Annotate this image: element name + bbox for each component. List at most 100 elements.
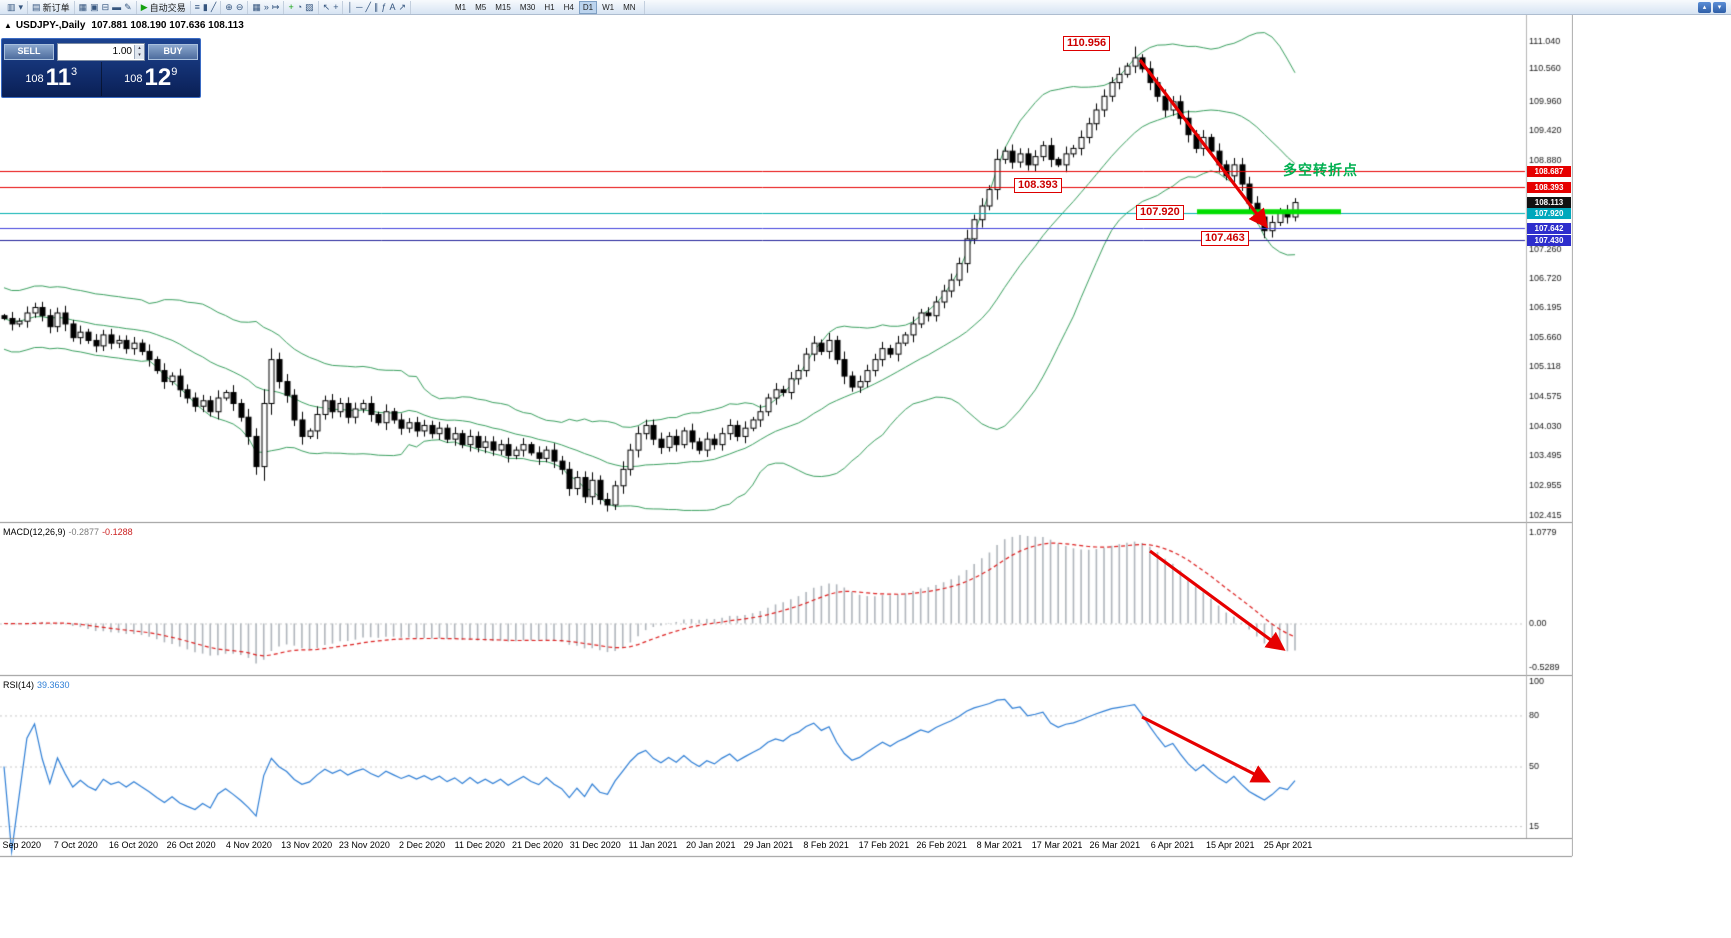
- vertical-line-icon[interactable]: │: [347, 1, 353, 13]
- templates-icon: ▨: [305, 2, 314, 12]
- candlestick-chart-icon[interactable]: ▮: [203, 1, 208, 13]
- crosshair-icon: +: [333, 2, 339, 12]
- cursor-icon[interactable]: ↖: [323, 1, 331, 13]
- sell-price-main: 11: [45, 64, 72, 91]
- timeframe-MN[interactable]: MN: [623, 2, 636, 12]
- price-callout-107.463[interactable]: 107.463: [1201, 231, 1249, 246]
- timeframe-M15[interactable]: M15: [495, 2, 511, 12]
- timeframe-M30[interactable]: M30: [519, 2, 536, 12]
- price-tag-107.920: 107.920: [1527, 207, 1571, 219]
- buy-price[interactable]: 108 12 9: [100, 62, 201, 96]
- timeframe-H4[interactable]: H4: [563, 2, 574, 12]
- buy-price-prefix: 108: [124, 73, 143, 85]
- chart-title: ▲ USDJPY-,Daily 107.881 108.190 107.636 10…: [4, 20, 244, 31]
- price-callout-110.956[interactable]: 110.956: [1063, 36, 1111, 51]
- buy-button[interactable]: BUY: [148, 43, 198, 60]
- timeframe-M1[interactable]: M1: [455, 2, 467, 12]
- terminal-icon[interactable]: ▬: [112, 1, 121, 13]
- templates-icon[interactable]: ▨: [305, 1, 314, 13]
- chart-profiles-icon: ▾: [18, 2, 24, 12]
- toolbar-overflow-down-icon[interactable]: ▾: [1713, 1, 1726, 13]
- fibonacci-icon: ƒ: [381, 2, 387, 12]
- volume-input[interactable]: 1.00 ▴ ▾: [57, 42, 145, 61]
- horizontal-line-icon[interactable]: ─: [356, 1, 362, 13]
- macd-value-signal: -0.1288: [102, 527, 133, 537]
- text-tool-icon[interactable]: A: [389, 1, 395, 13]
- date-label: 26 Feb 2021: [916, 840, 967, 850]
- date-label: 31 Dec 2020: [569, 840, 621, 850]
- toolbar-group: ▶ 自动交易: [137, 0, 191, 14]
- price-tag-108.113: 108.113: [1527, 197, 1571, 209]
- zoom-out-icon[interactable]: ⊖: [236, 1, 244, 13]
- price-tag-107.642: 107.642: [1527, 222, 1571, 234]
- volume-stepper[interactable]: ▴ ▾: [134, 44, 144, 59]
- price-tag-108.393: 108.393: [1527, 181, 1571, 193]
- market-watch-icon[interactable]: ▦: [79, 1, 88, 13]
- auto-trading-label: 自动交易: [149, 2, 186, 13]
- auto-trading-button[interactable]: ▶ 自动交易: [141, 1, 186, 14]
- line-chart-icon: ╱: [210, 2, 217, 12]
- data-window-icon[interactable]: ▣: [90, 1, 99, 13]
- date-label: 2 Dec 2020: [399, 840, 446, 850]
- date-label: 8 Mar 2021: [976, 840, 1023, 850]
- fibonacci-icon[interactable]: ƒ: [381, 1, 386, 13]
- tile-windows-icon: ▦: [252, 2, 261, 12]
- new-order-label: 新订单: [42, 2, 70, 13]
- price-tag-107.430: 107.430: [1527, 234, 1571, 246]
- line-chart-icon[interactable]: ╱: [211, 1, 216, 13]
- toolbar-group: ↖ +: [319, 0, 344, 14]
- date-label: 11 Dec 2020: [454, 840, 505, 850]
- toolbar-overflow-up-icon[interactable]: ▴: [1698, 1, 1711, 13]
- bar-chart-icon[interactable]: ≡: [195, 1, 200, 13]
- timeframe-D1[interactable]: D1: [578, 0, 598, 14]
- macd-label: MACD(12,26,9) -0.2877 -0.1288: [3, 527, 133, 537]
- periods-icon[interactable]: ◔: [297, 1, 302, 13]
- trendline-icon[interactable]: ╱: [366, 1, 371, 13]
- new-order-button[interactable]: ▤ 新订单: [32, 1, 70, 14]
- chart-shift-icon[interactable]: ↦: [272, 1, 280, 13]
- horizontal-line-icon: ─: [356, 2, 363, 12]
- timeframe-W1[interactable]: W1: [602, 2, 615, 12]
- volume-value: 1.00: [112, 46, 132, 57]
- navigator-icon[interactable]: ⊟: [102, 1, 110, 13]
- tile-windows-icon[interactable]: ▦: [252, 1, 261, 13]
- sell-button[interactable]: SELL: [4, 43, 54, 60]
- right-empty-panel: [1572, 14, 1731, 856]
- zoom-in-icon[interactable]: ⊕: [225, 1, 233, 13]
- indicators-icon[interactable]: +: [288, 1, 293, 13]
- date-label: 17 Mar 2021: [1031, 840, 1083, 850]
- volume-down-icon[interactable]: ▾: [135, 51, 144, 59]
- sell-price-sup: 3: [71, 66, 78, 78]
- chart-profiles-icon[interactable]: ▾: [19, 1, 24, 13]
- arrows-tool-icon: ↗: [398, 2, 406, 12]
- arrows-tool-icon[interactable]: ↗: [398, 1, 406, 13]
- price-callout-108.393[interactable]: 108.393: [1014, 178, 1062, 193]
- sell-price[interactable]: 108 11 3: [2, 62, 101, 96]
- collapse-icon[interactable]: ▲: [4, 21, 12, 30]
- data-window-icon: ▣: [90, 2, 99, 12]
- date-label: 23 Nov 2020: [338, 840, 390, 850]
- equidistant-channel-icon[interactable]: ∥: [374, 1, 379, 13]
- date-label: 15 Apr 2021: [1205, 840, 1255, 850]
- crosshair-icon[interactable]: +: [333, 1, 338, 13]
- annotation-text-cn[interactable]: 多空转折点: [1283, 162, 1358, 178]
- timeframe-M5[interactable]: M5: [475, 2, 487, 12]
- vertical-line-icon: │: [347, 2, 354, 12]
- toolbar-group: ▥ ▾: [3, 0, 29, 14]
- date-label: 20 Jan 2021: [685, 840, 736, 850]
- trendline-icon: ╱: [365, 2, 371, 12]
- toolbar-group: ≡ ▮ ╱: [191, 0, 222, 14]
- volume-up-icon[interactable]: ▴: [135, 44, 144, 52]
- price-tag-108.687: 108.687: [1527, 165, 1571, 177]
- zoom-in-icon: ⊕: [225, 2, 233, 12]
- timeframe-H1[interactable]: H1: [544, 2, 555, 12]
- metaeditor-icon[interactable]: ✎: [124, 1, 132, 13]
- auto-scroll-icon[interactable]: »: [264, 1, 269, 13]
- toolbar-group: ⊕ ⊖: [221, 0, 249, 14]
- toolbar-group: ▦» ↦: [248, 0, 285, 14]
- navigator-icon: ⊟: [101, 2, 110, 12]
- new-chart-icon[interactable]: ▥: [7, 1, 16, 13]
- price-callout-107.920[interactable]: 107.920: [1136, 205, 1184, 220]
